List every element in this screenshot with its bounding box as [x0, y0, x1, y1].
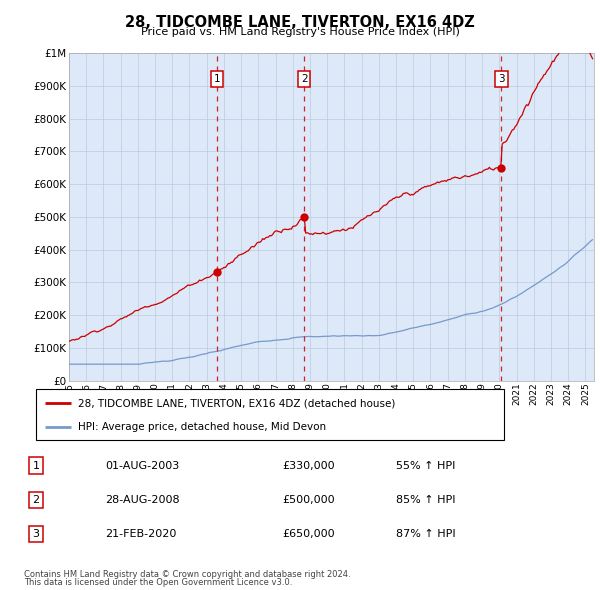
FancyBboxPatch shape [36, 389, 504, 440]
Text: 28-AUG-2008: 28-AUG-2008 [105, 495, 179, 504]
Text: HPI: Average price, detached house, Mid Devon: HPI: Average price, detached house, Mid … [78, 422, 326, 432]
Text: 1: 1 [32, 461, 40, 470]
Text: £330,000: £330,000 [282, 461, 335, 470]
Text: 1: 1 [214, 74, 220, 84]
Text: This data is licensed under the Open Government Licence v3.0.: This data is licensed under the Open Gov… [24, 578, 292, 587]
Text: 3: 3 [498, 74, 505, 84]
Text: £500,000: £500,000 [282, 495, 335, 504]
Text: 85% ↑ HPI: 85% ↑ HPI [396, 495, 455, 504]
Text: £650,000: £650,000 [282, 529, 335, 539]
Text: 28, TIDCOMBE LANE, TIVERTON, EX16 4DZ (detached house): 28, TIDCOMBE LANE, TIVERTON, EX16 4DZ (d… [78, 398, 395, 408]
Text: 55% ↑ HPI: 55% ↑ HPI [396, 461, 455, 470]
Text: 2: 2 [301, 74, 308, 84]
Text: 28, TIDCOMBE LANE, TIVERTON, EX16 4DZ: 28, TIDCOMBE LANE, TIVERTON, EX16 4DZ [125, 15, 475, 30]
Text: Price paid vs. HM Land Registry's House Price Index (HPI): Price paid vs. HM Land Registry's House … [140, 27, 460, 37]
Text: 3: 3 [32, 529, 40, 539]
Text: 01-AUG-2003: 01-AUG-2003 [105, 461, 179, 470]
Text: 87% ↑ HPI: 87% ↑ HPI [396, 529, 455, 539]
Text: Contains HM Land Registry data © Crown copyright and database right 2024.: Contains HM Land Registry data © Crown c… [24, 570, 350, 579]
Text: 21-FEB-2020: 21-FEB-2020 [105, 529, 176, 539]
Text: 2: 2 [32, 495, 40, 504]
